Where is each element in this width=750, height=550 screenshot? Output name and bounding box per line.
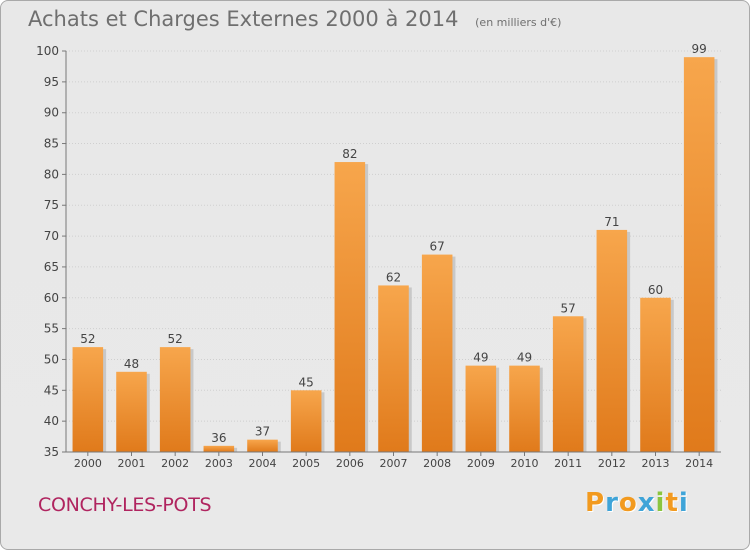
- bar: [290, 390, 322, 452]
- y-tick-label: 45: [44, 383, 59, 397]
- logo-letter: r: [605, 488, 619, 518]
- y-tick-label: 40: [44, 414, 59, 428]
- bar: [247, 439, 278, 452]
- logo-letter: i: [655, 488, 666, 518]
- bar: [334, 162, 366, 453]
- x-tick-label: 2000: [74, 457, 102, 470]
- data-label: 62: [386, 270, 401, 284]
- chart-title: Achats et Charges Externes 2000 à 2014 (…: [28, 7, 561, 31]
- bar: [72, 347, 104, 452]
- data-label: 52: [168, 332, 183, 346]
- data-label: 49: [517, 351, 532, 365]
- data-label: 99: [692, 42, 707, 56]
- data-label: 45: [299, 375, 314, 389]
- data-label: 60: [648, 283, 663, 297]
- logo-letter: t: [665, 488, 679, 518]
- bar: [159, 347, 191, 452]
- x-tick-label: 2006: [336, 457, 364, 470]
- bar: [465, 365, 497, 452]
- bar: [552, 316, 584, 452]
- y-axis: 35 40 45 50 55 60 65 70 75 80 85 90 95 100: [36, 44, 67, 459]
- bar: [421, 254, 453, 452]
- chart-title-text: Achats et Charges Externes 2000 à 2014: [28, 7, 459, 31]
- x-tick-label: 2013: [642, 457, 670, 470]
- y-tick-label: 65: [44, 260, 59, 274]
- bar: [509, 365, 540, 452]
- x-tick-label: 2010: [511, 457, 539, 470]
- x-tick-label: 2004: [249, 457, 277, 470]
- y-tick-label: 35: [44, 445, 59, 459]
- data-label: 36: [211, 431, 226, 445]
- x-tick-label: 2012: [598, 457, 626, 470]
- x-axis: 2000 2001 2002 2003 2004 2005 2006 2007 2008 2009…: [66, 451, 721, 470]
- data-label: 57: [561, 301, 576, 315]
- data-label: 48: [124, 357, 139, 371]
- y-tick-label: 55: [44, 322, 59, 336]
- city-name: CONCHY-LES-POTS: [38, 494, 212, 516]
- y-tick-label: 80: [44, 167, 59, 181]
- data-label: 37: [255, 425, 270, 439]
- proxiti-logo[interactable]: Proxiti: [585, 488, 689, 518]
- y-tick-label: 100: [36, 44, 59, 58]
- logo-letter: x: [637, 488, 656, 518]
- bar: [378, 285, 409, 452]
- y-tick-label: 60: [44, 291, 59, 305]
- data-label: 67: [430, 240, 445, 254]
- logo-letter: o: [618, 488, 638, 518]
- data-label: 82: [342, 147, 357, 161]
- data-label: 49: [473, 351, 488, 365]
- x-tick-label: 2003: [205, 457, 233, 470]
- x-tick-label: 2011: [554, 457, 582, 470]
- logo-letter: P: [585, 488, 606, 518]
- y-tick-label: 75: [44, 198, 59, 212]
- data-label: 52: [80, 332, 95, 346]
- data-label: 71: [604, 215, 619, 229]
- y-tick-label: 95: [44, 75, 59, 89]
- bars: 52 48 52 36 37 45 82 62 67 49 49 57 71 60 99: [72, 42, 718, 453]
- chart-unit: (en milliers d'€): [475, 16, 562, 29]
- y-tick-label: 50: [44, 352, 59, 366]
- x-tick-label: 2014: [685, 457, 713, 470]
- bar: [596, 229, 628, 452]
- bar: [203, 445, 235, 452]
- logo-letter: i: [678, 488, 689, 518]
- bar: [683, 57, 715, 453]
- x-tick-label: 2008: [423, 457, 451, 470]
- x-tick-label: 2007: [380, 457, 408, 470]
- bar: [116, 371, 147, 452]
- x-tick-label: 2002: [161, 457, 189, 470]
- y-tick-label: 90: [44, 106, 59, 120]
- x-tick-label: 2005: [292, 457, 320, 470]
- x-tick-label: 2001: [118, 457, 146, 470]
- y-tick-label: 85: [44, 137, 59, 151]
- bar: [640, 297, 671, 452]
- y-tick-label: 70: [44, 229, 59, 243]
- x-tick-label: 2009: [467, 457, 495, 470]
